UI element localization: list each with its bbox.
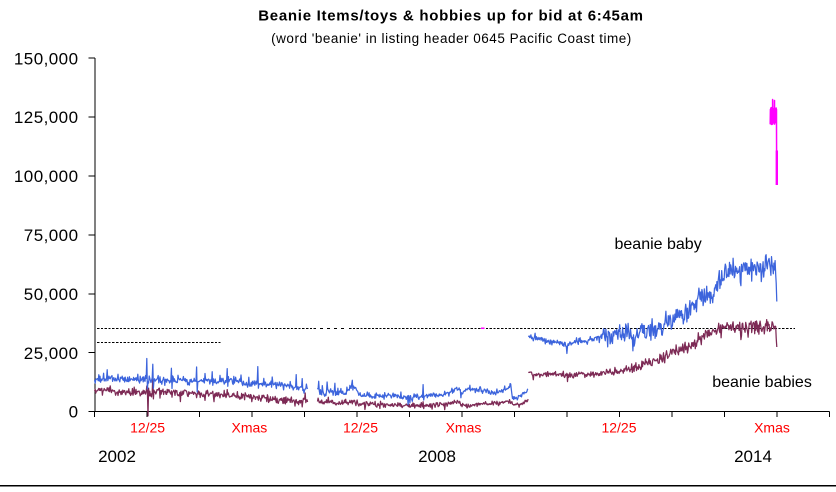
svg-text:2008: 2008	[418, 447, 456, 466]
svg-text:beanie babies: beanie babies	[712, 374, 812, 391]
svg-text:12/25: 12/25	[601, 419, 636, 435]
svg-text:Xmas: Xmas	[446, 419, 482, 435]
svg-text:Beanie Items/toys & hobbies up: Beanie Items/toys & hobbies up for bid a…	[258, 8, 643, 25]
svg-text:Xmas: Xmas	[754, 419, 790, 435]
svg-text:75,000: 75,000	[24, 226, 79, 245]
svg-text:0: 0	[69, 403, 79, 422]
svg-text:2002: 2002	[98, 447, 136, 466]
svg-text:150,000: 150,000	[14, 49, 79, 68]
svg-text:12/25: 12/25	[343, 419, 378, 435]
svg-text:50,000: 50,000	[24, 285, 79, 304]
svg-text:25,000: 25,000	[24, 344, 79, 363]
svg-text:125,000: 125,000	[14, 108, 79, 127]
svg-text:2014: 2014	[734, 447, 772, 466]
svg-text:12/25: 12/25	[130, 419, 165, 435]
svg-text:beanie baby: beanie baby	[615, 236, 702, 253]
svg-text:100,000: 100,000	[14, 167, 79, 186]
svg-text:Xmas: Xmas	[232, 419, 268, 435]
svg-text:(word 'beanie' in listing head: (word 'beanie' in listing header 0645 Pa…	[271, 31, 632, 46]
